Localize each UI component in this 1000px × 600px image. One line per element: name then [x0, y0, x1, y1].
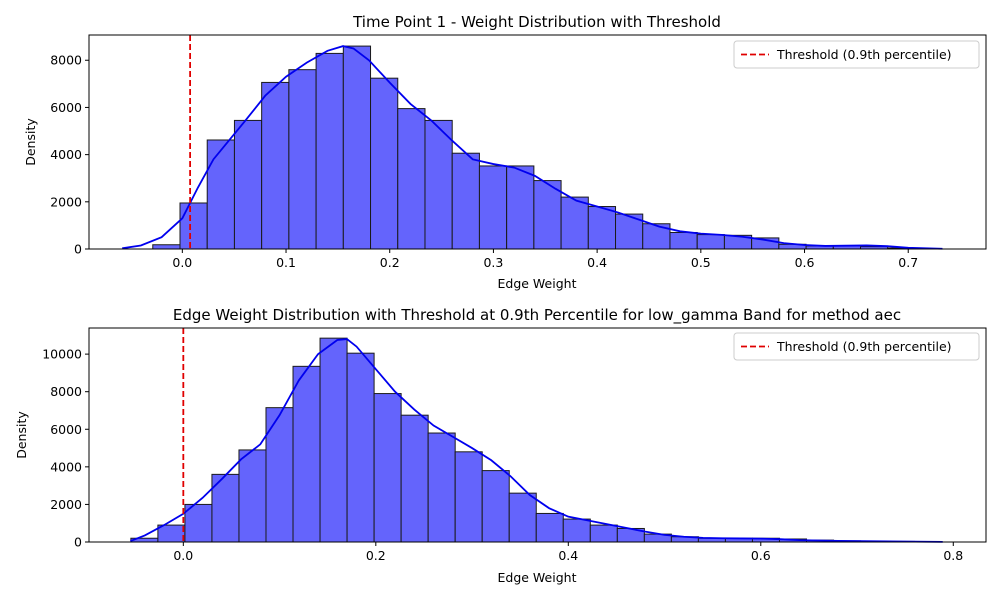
- chart-2: Edge Weight Distribution with Threshold …: [14, 306, 987, 585]
- chart-2-y-tick-label: 10000: [42, 347, 82, 362]
- chart-1-bar: [206, 139, 235, 250]
- chart-1-x-label: Edge Weight: [498, 276, 577, 291]
- chart-2-x-ticks: 0.0 0.2 0.4 0.6 0.8: [173, 542, 963, 563]
- chart-2-axes-frame: [88, 327, 987, 543]
- chart-2-bar: [319, 337, 348, 543]
- chart-1-legend-box: [733, 40, 980, 69]
- chart-2-bar: [238, 449, 267, 543]
- chart-1-bar: [233, 119, 263, 250]
- chart-2-bar: [265, 407, 294, 543]
- chart-2-legend-box: [733, 332, 980, 361]
- chart-2-bar: [157, 524, 186, 543]
- chart-2-legend-label: Threshold (0.9th percentile): [776, 339, 952, 354]
- chart-1-bar: [261, 81, 290, 250]
- chart-2-bar: [346, 352, 375, 543]
- chart-1-y-tick-label: 6000: [50, 100, 82, 115]
- chart-1-x-tick-label: 0.5: [691, 255, 711, 270]
- chart-1-bar: [506, 165, 535, 250]
- chart-2-kde-line: [130, 338, 943, 543]
- chart-1-bar: [397, 108, 426, 250]
- chart-1-bar: [478, 165, 508, 250]
- chart-2-bar: [292, 365, 321, 543]
- chart-2-bar: [562, 518, 591, 543]
- chart-2-x-tick-label: 0.2: [366, 548, 386, 563]
- chart-1-x-tick-label: 0.4: [587, 255, 607, 270]
- chart-2-bar: [589, 524, 618, 543]
- chart-2-bars: [130, 337, 943, 543]
- chart-2-y-label: Density: [14, 411, 29, 459]
- chart-2-bar: [373, 393, 402, 543]
- chart-1-bar: [533, 180, 562, 250]
- chart-2-title: Edge Weight Distribution with Threshold …: [173, 306, 901, 325]
- chart-1-bar: [696, 234, 725, 250]
- chart-2-bar: [427, 432, 456, 543]
- chart-1-title: Time Point 1 - Weight Distribution with …: [352, 13, 721, 31]
- chart-2-bar: [481, 470, 510, 543]
- chart-1-x-tick-label: 0.2: [380, 255, 400, 270]
- chart-2-x-tick-label: 0.0: [173, 548, 193, 563]
- chart-1-bar: [179, 202, 208, 250]
- chart-2-x-label: Edge Weight: [498, 570, 577, 585]
- chart-1-axes-frame: [88, 34, 987, 250]
- chart-2-bar: [454, 451, 483, 543]
- chart-2-legend: Threshold (0.9th percentile): [733, 332, 980, 361]
- chart-1-y-tick-label: 0: [74, 242, 82, 257]
- chart-2-bar: [535, 512, 564, 543]
- chart-1: Time Point 1 - Weight Distribution with …: [23, 13, 987, 291]
- chart-1-y-tick-label: 4000: [50, 147, 82, 162]
- chart-2-x-tick-label: 0.6: [751, 548, 771, 563]
- chart-1-x-tick-label: 0.1: [276, 255, 296, 270]
- chart-1-x-tick-label: 0.0: [172, 255, 192, 270]
- chart-2-y-tick-label: 0: [74, 535, 82, 550]
- chart-1-bar: [424, 119, 453, 250]
- chart-1-bars: [152, 45, 916, 250]
- chart-2-y-tick-label: 8000: [50, 384, 82, 399]
- chart-1-bar: [669, 231, 698, 250]
- chart-2-bar: [400, 414, 429, 543]
- chart-1-y-tick-label: 2000: [50, 194, 82, 209]
- chart-1-legend: Threshold (0.9th percentile): [733, 40, 980, 69]
- chart-1-bar: [342, 45, 372, 250]
- chart-1-x-ticks: 0.0 0.1 0.2 0.3 0.4 0.5 0.6 0.7: [172, 249, 918, 270]
- chart-1-bar: [288, 69, 317, 250]
- chart-2-y-ticks: 0 2000 4000 6000 8000 10000: [42, 347, 89, 550]
- chart-1-x-tick-label: 0.7: [898, 255, 918, 270]
- chart-1-bar: [370, 77, 399, 250]
- chart-1-legend-label: Threshold (0.9th percentile): [776, 47, 952, 62]
- chart-2-y-tick-label: 4000: [50, 459, 82, 474]
- chart-1-bar: [587, 206, 617, 250]
- chart-1-bar: [560, 196, 589, 250]
- chart-1-bar: [451, 152, 480, 250]
- chart-2-y-tick-label: 6000: [50, 422, 82, 437]
- chart-2-y-tick-label: 2000: [50, 497, 82, 512]
- chart-1-y-label: Density: [23, 118, 38, 166]
- chart-1-y-ticks: 0 2000 4000 6000 8000: [50, 53, 89, 257]
- chart-1-y-tick-label: 8000: [50, 53, 82, 68]
- chart-2-bar: [508, 492, 537, 543]
- chart-1-bar: [315, 52, 344, 250]
- chart-1-x-tick-label: 0.6: [795, 255, 815, 270]
- chart-1-x-tick-label: 0.3: [483, 255, 503, 270]
- chart-1-bar: [152, 244, 181, 250]
- chart-1-kde-line: [122, 45, 943, 250]
- chart-2-x-tick-label: 0.8: [943, 548, 963, 563]
- chart-2-x-tick-label: 0.4: [558, 548, 578, 563]
